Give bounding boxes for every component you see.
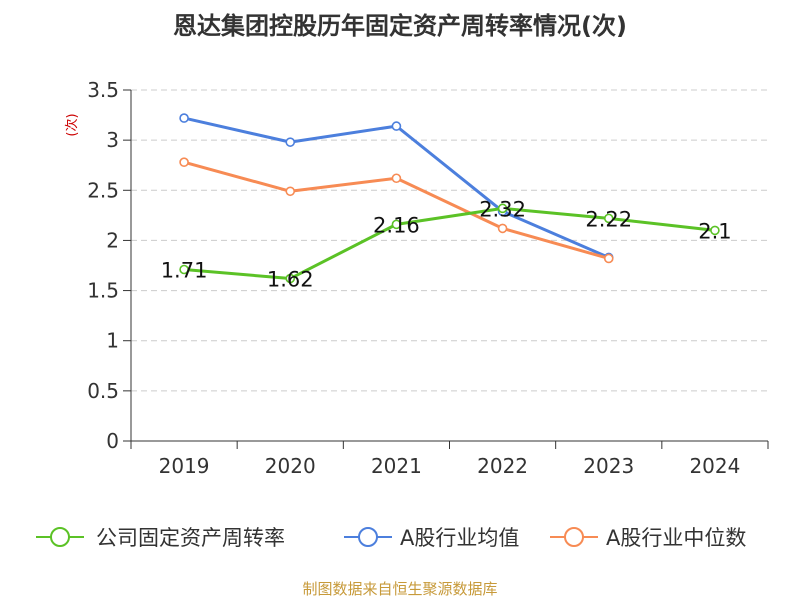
data-label: 2.22: [585, 207, 632, 231]
grid-lines: [131, 89, 768, 392]
chart-title: 恩达集团控股历年固定资产周转率情况(次): [173, 12, 627, 40]
axes: 0 0.5 1 1.5 2 2.5 3 3.5 2019 2020 2021 2022 2023 2024: [87, 78, 769, 478]
y-tick-label: 0.5: [87, 379, 119, 403]
x-tick-label: 2019: [159, 454, 210, 478]
y-tick-label: 1.5: [87, 279, 119, 303]
y-tick-label: 1: [106, 329, 119, 353]
data-point: [179, 157, 189, 168]
x-tick-label: 2020: [265, 454, 316, 478]
legend-swatch-marker: [358, 527, 378, 547]
data-point: [603, 213, 614, 224]
y-tick-label: 3.5: [87, 78, 119, 102]
legend-label: 公司固定资产周转率: [96, 526, 285, 550]
data-point: [179, 113, 189, 123]
data-point: [391, 219, 402, 230]
x-tick-label: 2022: [477, 454, 528, 478]
series-line: [183, 206, 716, 281]
data-label: 1.71: [161, 259, 208, 283]
data-label: 2.16: [373, 213, 420, 237]
y-axis-unit-label: (次): [64, 113, 80, 136]
legend-swatch-marker: [50, 527, 70, 547]
y-tick-label: 2: [106, 228, 119, 252]
data-label: 2.32: [479, 197, 526, 221]
data-point: [603, 253, 614, 264]
y-tick-label: 3: [106, 128, 119, 152]
data-label: 2.1: [698, 219, 731, 243]
legend: 公司固定资产周转率 A股行业均值 A股行业中位数: [36, 526, 746, 550]
data-point: [285, 137, 296, 147]
data-point: [285, 186, 296, 197]
x-tick-label: 2021: [371, 454, 422, 478]
source-note: 制图数据来自恒生聚源数据库: [302, 580, 498, 598]
data-labels: 1.71 1.62 2.16 2.32 2.22 2.1: [161, 197, 732, 291]
data-point: [285, 273, 296, 284]
x-tick-label: 2024: [689, 454, 740, 478]
x-tick-label: 2023: [583, 454, 634, 478]
series-lines: [179, 113, 720, 284]
legend-label: A股行业中位数: [606, 526, 746, 550]
y-tick-label: 2.5: [87, 178, 119, 202]
legend-swatch-marker: [564, 527, 584, 547]
data-point: [391, 121, 402, 131]
data-point: [710, 225, 720, 236]
data-label: 1.62: [267, 268, 314, 292]
legend-label: A股行业均值: [400, 526, 519, 550]
y-tick-label: 0: [106, 429, 119, 453]
data-point: [391, 173, 402, 184]
data-point: [497, 223, 508, 234]
data-point: [179, 264, 189, 275]
data-point: [497, 203, 508, 214]
